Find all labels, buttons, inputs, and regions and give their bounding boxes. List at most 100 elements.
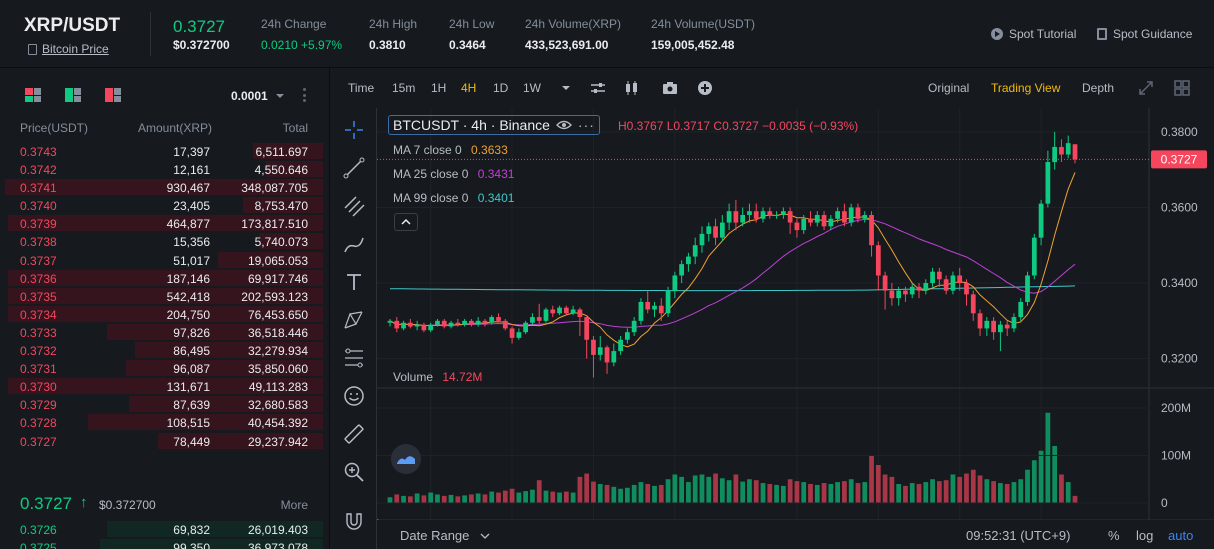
ask-row[interactable]: 0.3737 51,017 19,065.053 (0, 251, 330, 269)
row-total: 29,237.942 (247, 434, 308, 449)
ask-row[interactable]: 0.3736 187,146 69,917.746 (0, 269, 330, 287)
depth-bar (8, 269, 323, 286)
candle-body (699, 233, 705, 246)
bids-view-icon[interactable] (65, 88, 81, 102)
row-price: 0.3742 (20, 163, 57, 178)
emoji-icon[interactable] (342, 384, 366, 408)
pattern-icon[interactable] (342, 308, 366, 332)
interval-1w[interactable]: 1W (523, 81, 541, 95)
view-trading-view[interactable]: Trading View (991, 81, 1061, 95)
ask-row[interactable]: 0.3734 204,750 76,453.650 (0, 305, 330, 323)
volume-bar (808, 484, 813, 503)
pair-sub[interactable]: Bitcoin Price (28, 42, 109, 56)
interval-1h[interactable]: 1H (431, 81, 447, 95)
ask-row[interactable]: 0.3729 87,639 32,680.583 (0, 395, 330, 413)
ma7-legend[interactable]: MA 7 close 0 0.3633 (393, 143, 508, 157)
tradingview-logo-icon[interactable] (391, 444, 421, 474)
fullscreen-icon[interactable] (1138, 80, 1154, 96)
auto-toggle[interactable]: auto (1168, 528, 1194, 543)
prediction-icon[interactable] (342, 346, 366, 370)
date-range-button[interactable]: Date Range (400, 528, 470, 543)
book-icon (1097, 28, 1107, 40)
zoom-in-icon[interactable] (342, 460, 366, 484)
volume-bar (896, 484, 902, 503)
pair-title[interactable]: XRP/USDT (24, 15, 121, 36)
fib-channel-icon[interactable] (342, 194, 366, 218)
more-dots-icon[interactable]: ··· (577, 117, 595, 133)
candle-body (930, 271, 935, 284)
layout-grid-icon[interactable] (1174, 80, 1190, 96)
ask-row[interactable]: 0.3735 542,418 202,593.123 (0, 287, 330, 305)
volume-bar (801, 482, 807, 503)
more-link[interactable]: More (280, 498, 308, 512)
ask-row[interactable]: 0.3732 86,495 32,279.934 (0, 341, 330, 359)
chevron-down-icon[interactable] (276, 94, 284, 98)
eye-icon[interactable] (555, 119, 572, 131)
ask-row[interactable]: 0.3739 464,877 173,817.510 (0, 214, 330, 232)
mid-price-usd: $0.372700 (99, 498, 156, 512)
candlestick-chart[interactable]: 0.37270.32000.34000.36000.38000100M200M3… (377, 108, 1214, 520)
ask-row[interactable]: 0.3727 78,449 29,237.942 (0, 432, 330, 450)
ma25-legend[interactable]: MA 25 close 0 0.3431 (393, 167, 514, 181)
more-options-icon[interactable] (303, 88, 306, 102)
volume-bar (774, 484, 779, 503)
volume-bar (665, 479, 671, 503)
add-indicator-icon[interactable] (697, 80, 713, 96)
brush-icon[interactable] (342, 232, 366, 256)
ask-row[interactable]: 0.3730 131,671 49,113.283 (0, 377, 330, 395)
stat-value: 0.3464 (449, 38, 486, 52)
chevron-down-icon[interactable] (562, 86, 570, 90)
volume-bar (516, 492, 522, 503)
row-total: 173,817.510 (241, 217, 308, 232)
ask-row[interactable]: 0.3738 15,356 5,740.073 (0, 232, 330, 250)
candle-body (469, 320, 474, 325)
time-label[interactable]: Time (348, 81, 375, 95)
symbol-legend[interactable]: BTCUSDT · 4h · Binance ··· (388, 115, 600, 135)
chevron-down-icon[interactable] (480, 532, 490, 540)
view-original[interactable]: Original (928, 81, 970, 95)
ma99-legend[interactable]: MA 99 close 0 0.3401 (393, 191, 514, 205)
view-depth[interactable]: Depth (1082, 81, 1115, 95)
volume-bar (970, 469, 976, 503)
stat-value: 433,523,691.00 (525, 38, 609, 52)
ruler-icon[interactable] (342, 422, 366, 446)
candle-body (991, 320, 996, 333)
text-tool-icon[interactable] (342, 270, 366, 294)
ask-row[interactable]: 0.3728 108,515 40,454.392 (0, 413, 330, 431)
indicator-settings-icon[interactable] (590, 80, 606, 96)
spot-guidance-link[interactable]: Spot Guidance (1097, 27, 1192, 41)
crosshair-icon[interactable] (342, 118, 366, 142)
interval-1d[interactable]: 1D (493, 81, 509, 95)
row-price: 0.3728 (20, 416, 57, 431)
interval-15m[interactable]: 15m (392, 81, 416, 95)
spot-tutorial-link[interactable]: Spot Tutorial (991, 27, 1076, 41)
magnet-icon[interactable] (342, 510, 366, 534)
both-sides-view-icon[interactable] (25, 88, 41, 102)
ask-row[interactable]: 0.3743 17,397 6,511.697 (0, 142, 330, 160)
ask-row[interactable]: 0.3733 97,826 36,518.446 (0, 323, 330, 341)
candle-body (848, 207, 854, 223)
candlestick-type-icon[interactable] (624, 80, 640, 96)
volume-legend[interactable]: Volume 14.72M (393, 370, 482, 384)
precision-select[interactable]: 0.0001 (231, 89, 268, 103)
asks-view-icon[interactable] (105, 88, 121, 102)
ask-row[interactable]: 0.3740 23,405 8,753.470 (0, 196, 330, 214)
ask-row[interactable]: 0.3731 96,087 35,850.060 (0, 359, 330, 377)
bid-row[interactable]: 0.3725 99,350 36,973.078 (0, 538, 330, 549)
ask-row[interactable]: 0.3742 12,161 4,550.646 (0, 160, 330, 178)
ask-row[interactable]: 0.3741 930,467 348,087.705 (0, 178, 330, 196)
log-toggle[interactable]: log (1136, 528, 1154, 543)
collapse-legend-button[interactable] (394, 213, 418, 231)
bid-row[interactable]: 0.3726 69,832 26,019.403 (0, 520, 330, 538)
row-price: 0.3740 (20, 199, 57, 214)
bitcoin-price-link[interactable]: Bitcoin Price (42, 42, 109, 56)
candle-body (875, 245, 881, 276)
camera-icon[interactable] (662, 80, 678, 96)
interval-4h[interactable]: 4H (461, 81, 477, 95)
ma7-label: MA 7 close 0 (393, 143, 462, 157)
trend-line-icon[interactable] (342, 156, 366, 180)
volume-bar (875, 465, 881, 503)
percent-toggle[interactable]: % (1108, 528, 1120, 543)
volume-bar (570, 492, 576, 503)
candle-body (435, 320, 440, 325)
